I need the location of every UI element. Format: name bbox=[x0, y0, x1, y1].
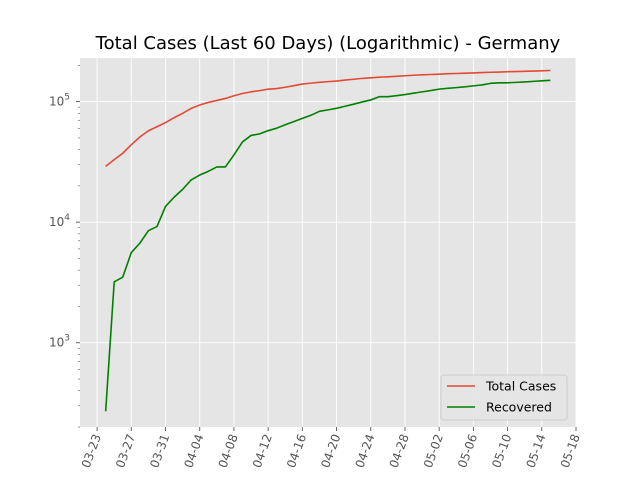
y-tick-label: 105 bbox=[49, 93, 70, 109]
series-line-recovered bbox=[104, 79, 551, 412]
legend-label-total-cases: Total Cases bbox=[485, 379, 556, 394]
series-lines bbox=[104, 69, 551, 412]
y-tick-label: 103 bbox=[49, 334, 70, 350]
y-tick-label: 104 bbox=[49, 213, 70, 229]
series-line-total-cases bbox=[105, 69, 551, 168]
chart-title: Total Cases (Last 60 Days) (Logarithmic)… bbox=[95, 33, 561, 54]
y-axis-ticks: 103 104 105 bbox=[49, 65, 80, 428]
grid bbox=[80, 58, 577, 427]
legend-label-recovered: Recovered bbox=[486, 400, 552, 415]
legend: Total Cases Recovered bbox=[440, 374, 568, 421]
plot-area bbox=[80, 58, 576, 427]
